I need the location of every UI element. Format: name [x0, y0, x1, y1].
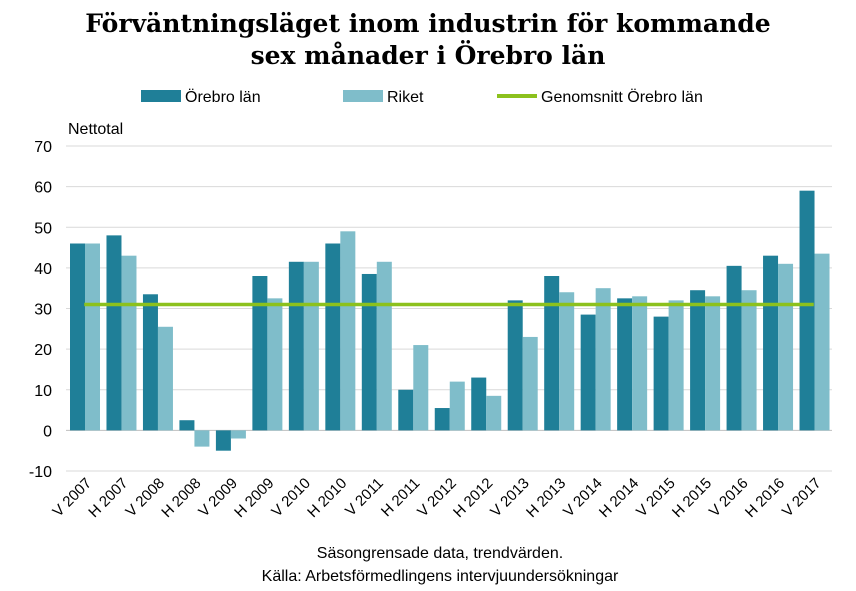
x-tick-label: V 2009	[195, 475, 241, 521]
bar-orebro-V-2014	[580, 314, 596, 431]
x-tick-label: H 2011	[378, 475, 423, 520]
x-tick-label: V 2008	[122, 475, 168, 521]
bar-orebro-H-2015	[690, 290, 706, 431]
bar-orebro-H-2010	[325, 243, 341, 431]
bar-riket-H-2012	[486, 395, 502, 431]
x-tick-label: V 2014	[560, 475, 606, 521]
x-tick-label: V 2017	[779, 475, 825, 521]
bar-orebro-V-2012	[434, 408, 450, 431]
x-tick-label: H 2013	[523, 475, 569, 521]
bar-orebro-H-2013	[544, 276, 560, 431]
bar-riket-H-2011	[413, 345, 429, 431]
bar-orebro-V-2011	[361, 273, 377, 431]
x-tick-label: H 2015	[669, 475, 715, 521]
bar-orebro-V-2008	[142, 294, 158, 431]
y-tick-label: 10	[34, 383, 52, 400]
x-tick-label: H 2012	[450, 475, 496, 521]
y-tick-label: 20	[34, 342, 52, 359]
bar-orebro-H-2016	[763, 255, 779, 431]
y-tick-label: 30	[34, 302, 52, 319]
y-tick-label: 70	[34, 139, 52, 156]
x-tick-label: V 2016	[706, 475, 752, 521]
bar-riket-H-2007	[121, 255, 137, 431]
bar-riket-H-2010	[340, 231, 356, 431]
bar-riket-H-2015	[705, 296, 721, 431]
x-tick-label: V 2010	[268, 475, 314, 521]
bar-orebro-V-2017	[799, 190, 815, 431]
bar-orebro-H-2012	[471, 377, 487, 431]
bar-riket-V-2015	[668, 300, 684, 431]
bar-riket-V-2016	[741, 290, 757, 431]
x-tick-label: V 2007	[49, 475, 95, 521]
y-axis-label: Nettotal	[68, 121, 123, 138]
bar-riket-H-2008	[194, 430, 210, 447]
x-tick-label: V 2011	[342, 475, 387, 520]
bar-riket-H-2013	[559, 292, 575, 431]
bar-orebro-H-2008	[179, 420, 195, 431]
bar-orebro-V-2009	[215, 430, 231, 451]
y-tick-label: -10	[29, 464, 52, 481]
bar-orebro-H-2007	[106, 235, 122, 431]
bar-orebro-V-2015	[653, 316, 669, 431]
x-tick-label: V 2015	[633, 475, 679, 521]
bar-riket-H-2016	[778, 263, 794, 431]
bar-riket-V-2017	[814, 253, 830, 431]
bar-orebro-V-2013	[507, 300, 523, 431]
x-tick-label: H 2014	[596, 475, 642, 521]
note-line-1: Säsongrensade data, trendvärden.	[317, 545, 563, 562]
note-line-2: Källa: Arbetsförmedlingens intervjuunder…	[262, 568, 619, 585]
bar-riket-V-2009	[230, 430, 246, 439]
bar-riket-V-2011	[376, 261, 392, 431]
x-tick-label: V 2013	[487, 475, 533, 521]
bar-orebro-H-2014	[617, 298, 633, 431]
legend-label-riket: Riket	[387, 89, 424, 106]
x-tick-label: H 2010	[304, 475, 350, 521]
bars	[70, 190, 830, 451]
y-tick-label: 0	[43, 423, 52, 440]
bar-orebro-V-2016	[726, 265, 742, 431]
bar-riket-V-2013	[522, 336, 538, 431]
x-tick-label: H 2008	[158, 475, 204, 521]
bar-riket-V-2007	[85, 243, 100, 431]
x-tick-label: H 2016	[742, 475, 788, 521]
y-tick-label: 40	[34, 261, 52, 278]
bar-orebro-H-2011	[398, 389, 414, 431]
legend-swatch-orebro	[141, 90, 181, 102]
x-tick-label: H 2007	[85, 475, 131, 521]
bar-riket-V-2008	[157, 326, 173, 431]
bar-riket-V-2014	[595, 288, 611, 431]
legend: Örebro län Riket Genomsnitt Örebro län	[141, 88, 703, 106]
bar-orebro-H-2009	[252, 276, 268, 431]
bar-orebro-V-2007	[70, 243, 85, 431]
chart-title-line-2: sex månader i Örebro län	[251, 41, 606, 70]
bar-riket-H-2014	[632, 296, 648, 431]
chart-title-line-1: Förväntningsläget inom industrin för kom…	[85, 9, 770, 38]
x-tick-label: H 2009	[231, 475, 277, 521]
legend-swatch-riket	[343, 90, 383, 102]
y-axis-ticks: 70 60 50 40 30 20 10 0 -10	[29, 139, 52, 481]
legend-label-orebro: Örebro län	[185, 88, 261, 106]
bar-riket-V-2010	[303, 261, 319, 431]
legend-label-average: Genomsnitt Örebro län	[541, 88, 703, 106]
y-tick-label: 50	[34, 220, 52, 237]
bar-orebro-V-2010	[288, 261, 304, 431]
x-tick-label: V 2012	[414, 475, 460, 521]
y-tick-label: 60	[34, 180, 52, 197]
bar-riket-H-2009	[267, 298, 283, 431]
bar-riket-V-2012	[449, 381, 465, 431]
